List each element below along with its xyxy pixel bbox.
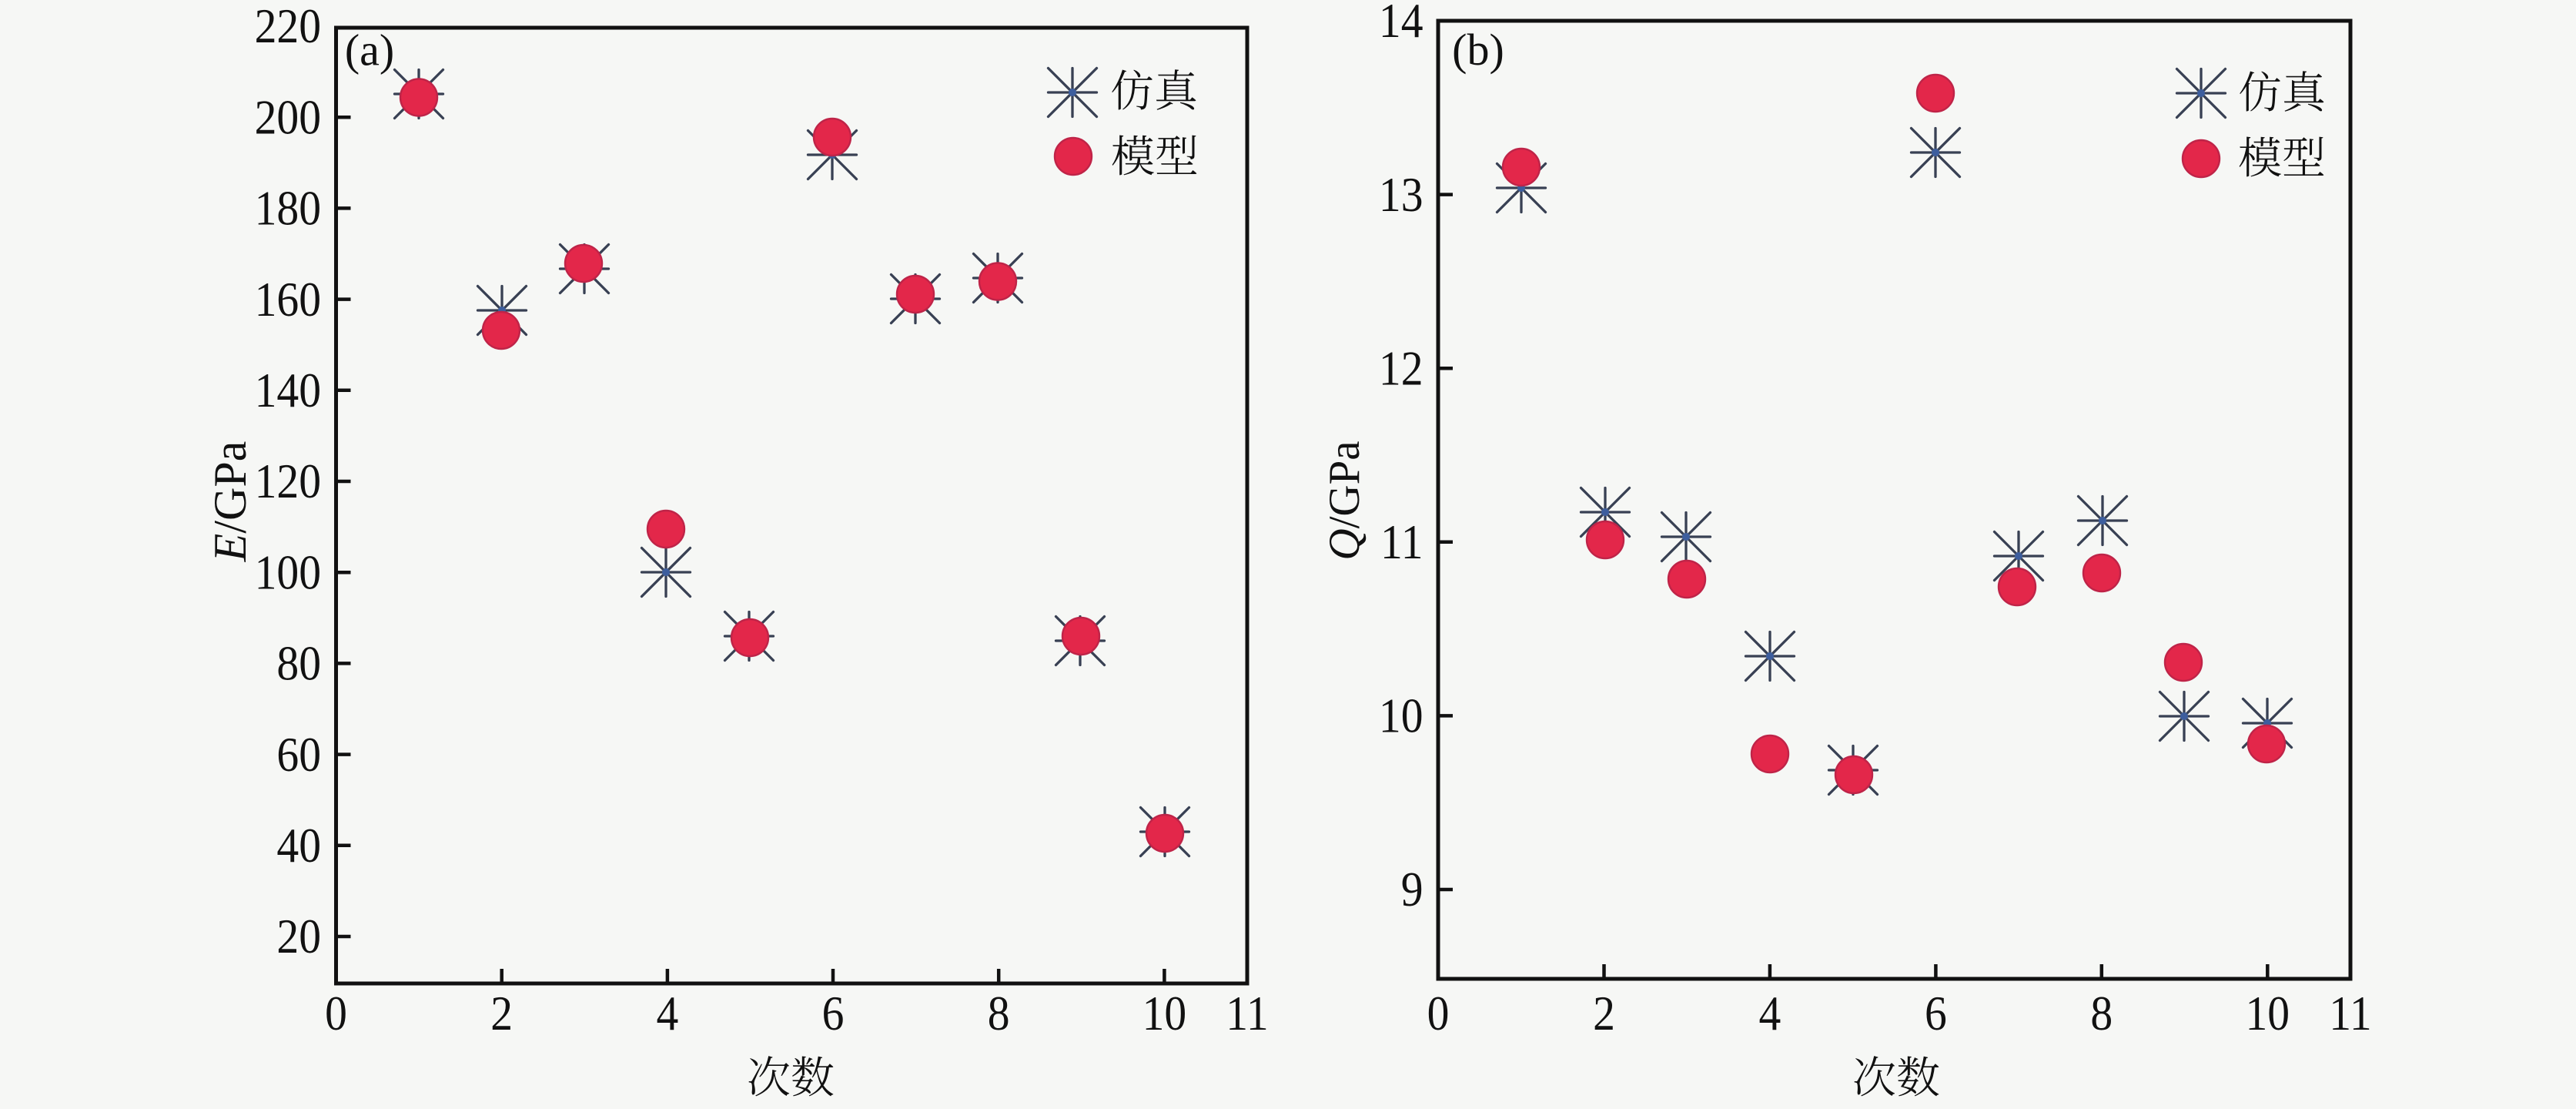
svg-text:80: 80 bbox=[276, 637, 321, 691]
svg-text:200: 200 bbox=[255, 91, 321, 145]
svg-text:4: 4 bbox=[657, 987, 679, 1040]
svg-text:60: 60 bbox=[276, 728, 321, 782]
svg-text:0: 0 bbox=[325, 987, 347, 1040]
svg-text:4: 4 bbox=[1759, 987, 1781, 1040]
svg-text:(a): (a) bbox=[345, 25, 394, 75]
svg-text:8: 8 bbox=[2090, 987, 2113, 1040]
svg-text:6: 6 bbox=[1925, 987, 1947, 1040]
svg-text:10: 10 bbox=[2246, 987, 2290, 1040]
svg-text:10: 10 bbox=[1142, 987, 1187, 1040]
svg-text:100: 100 bbox=[255, 546, 321, 600]
svg-text:220: 220 bbox=[255, 0, 321, 54]
svg-text:11: 11 bbox=[2329, 987, 2371, 1040]
svg-text:9: 9 bbox=[1401, 863, 1423, 916]
svg-text:20: 20 bbox=[276, 910, 321, 963]
svg-text:6: 6 bbox=[822, 987, 845, 1040]
svg-text:14: 14 bbox=[1379, 0, 1423, 49]
svg-text:11: 11 bbox=[1380, 515, 1423, 569]
svg-text:140: 140 bbox=[255, 364, 321, 417]
svg-text:2: 2 bbox=[490, 987, 513, 1040]
svg-text:(b): (b) bbox=[1452, 25, 1504, 75]
svg-text:2: 2 bbox=[1593, 987, 1615, 1040]
svg-text:10: 10 bbox=[1379, 689, 1423, 743]
svg-text:Q/GPa: Q/GPa bbox=[1320, 441, 1369, 560]
svg-text:180: 180 bbox=[255, 182, 321, 236]
svg-text:13: 13 bbox=[1379, 168, 1423, 222]
svg-text:11: 11 bbox=[1226, 987, 1268, 1040]
svg-text:12: 12 bbox=[1379, 342, 1423, 396]
svg-text:160: 160 bbox=[255, 273, 321, 327]
svg-text:0: 0 bbox=[1427, 987, 1450, 1040]
svg-text:E/GPa: E/GPa bbox=[205, 441, 256, 563]
svg-text:40: 40 bbox=[276, 819, 321, 873]
svg-text:8: 8 bbox=[988, 987, 1010, 1040]
svg-text:120: 120 bbox=[255, 454, 321, 508]
